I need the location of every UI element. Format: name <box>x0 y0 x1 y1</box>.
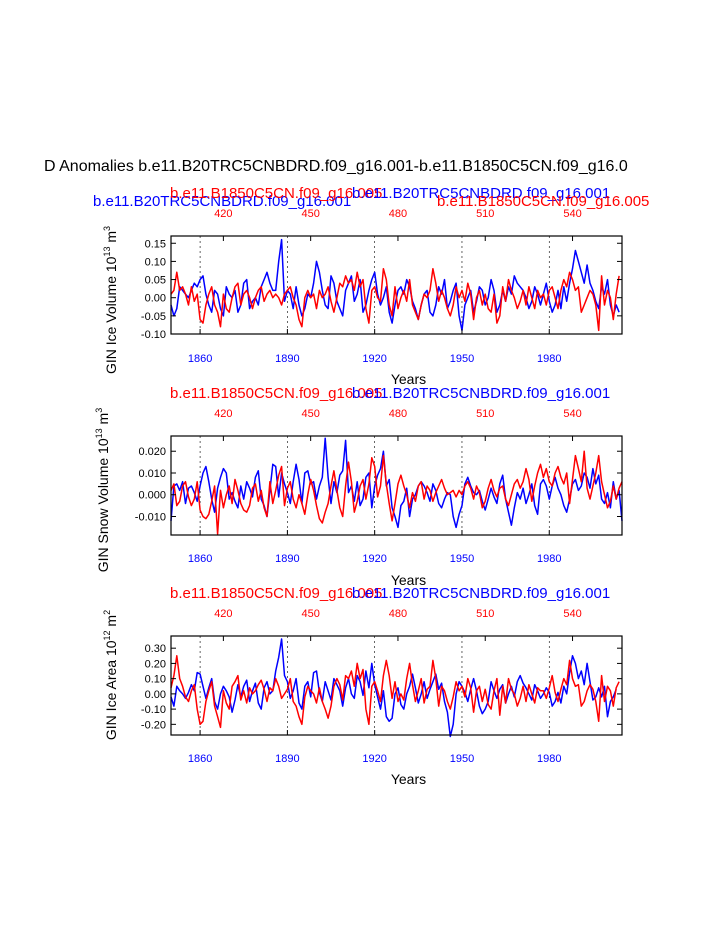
ice-volume-xlabel: Years <box>391 371 426 387</box>
ice-area-ytick-label: -0.20 <box>141 719 166 731</box>
ice-area-ytick-label: 0.00 <box>145 689 166 701</box>
ice-volume-ytick-label: 0.05 <box>145 275 166 287</box>
ice-volume-xtick-label-top: 420 <box>214 208 232 220</box>
ice-volume-xtick-label-top: 510 <box>476 208 494 220</box>
ice-area-blue-title: b.e11.B20TRC5CNBDRD.f09_g16.001 <box>352 585 610 602</box>
ice-volume-ytick-label: -0.10 <box>141 329 166 341</box>
snow-volume-xtick-label-bottom: 1950 <box>450 553 474 565</box>
ice-area-red-title: b.e11.B1850C5CN.f09_g16.005 <box>170 585 382 602</box>
snow-volume-panel: b.e11.B1850C5CN.f09_g16.005 b.e11.B20TRC… <box>94 385 623 588</box>
snow-volume-xlabel: Years <box>391 572 426 588</box>
snow-volume-xtick-label-bottom: 1920 <box>362 553 386 565</box>
ice-volume-ytick-label: 0.10 <box>145 256 166 268</box>
snow-volume-xtick-label-top: 540 <box>563 408 581 420</box>
ice-area-xtick-label-top: 450 <box>301 608 319 620</box>
snow-volume-xtick-label-top: 420 <box>214 408 232 420</box>
ice-volume-xtick-label-top: 450 <box>301 208 319 220</box>
snow-volume-ylabel: GIN Snow Volume 1013 m3 <box>94 408 111 572</box>
ice-area-xtick-label-top: 510 <box>476 608 494 620</box>
ice-volume-xtick-label-top: 480 <box>389 208 407 220</box>
snow-volume-xtick-label-bottom: 1890 <box>275 553 299 565</box>
snow-volume-ytick-label: 0.020 <box>138 446 166 458</box>
snow-volume-red-title: b.e11.B1850C5CN.f09_g16.005 <box>170 385 382 402</box>
snow-volume-blue-title: b.e11.B20TRC5CNBDRD.f09_g16.001 <box>352 385 610 402</box>
ice-volume-xtick-label-bottom: 1920 <box>362 353 386 365</box>
legend-red-series-overlap: b.e11.B1850C5CN.f09_g16.005 <box>170 185 382 202</box>
ice-area-xtick-label-bottom: 1860 <box>188 753 212 765</box>
page-title: D Anomalies b.e11.B20TRC5CNBDRD.f09_g16.… <box>44 158 628 175</box>
ice-area-xtick-label-bottom: 1980 <box>537 753 561 765</box>
ice-area-panel: b.e11.B1850C5CN.f09_g16.005 b.e11.B20TRC… <box>102 585 623 787</box>
snow-volume-ytick-label: -0.010 <box>135 512 166 524</box>
ice-volume-red-series-line <box>170 267 620 332</box>
ice-area-xlabel: Years <box>391 771 426 787</box>
ice-area-xtick-label-bottom: 1950 <box>450 753 474 765</box>
snow-volume-xtick-label-bottom: 1980 <box>537 553 561 565</box>
legend-blue-series: b.e11.B20TRC5CNBDRD.f09_g16.001 <box>93 193 351 210</box>
snow-volume-xtick-label-bottom: 1860 <box>188 553 212 565</box>
ice-volume-xtick-label-bottom: 1890 <box>275 353 299 365</box>
ice-area-ytick-label: 0.30 <box>145 643 166 655</box>
ice-volume-ytick-label: 0.00 <box>145 293 166 305</box>
snow-volume-red-series-line <box>170 450 623 535</box>
snow-volume-xtick-label-top: 450 <box>301 408 319 420</box>
ice-volume-xtick-label-top: 540 <box>563 208 581 220</box>
ice-area-xtick-label-top: 420 <box>214 608 232 620</box>
snow-volume-ytick-label: 0.010 <box>138 468 166 480</box>
snow-volume-blue-series-line <box>170 437 623 529</box>
ice-volume-xtick-label-bottom: 1980 <box>537 353 561 365</box>
ice-volume-ylabel: GIN Ice Volume 1013 m3 <box>102 226 119 374</box>
ice-volume-plot-frame <box>170 235 623 335</box>
ice-volume-xtick-label-bottom: 1860 <box>188 353 212 365</box>
ice-area-ytick-label: 0.20 <box>145 658 166 670</box>
ice-area-xtick-label-top: 480 <box>389 608 407 620</box>
ice-area-red-series-line <box>170 655 620 729</box>
ice-volume-blue-series-line <box>170 238 620 332</box>
ice-volume-xtick-label-bottom: 1950 <box>450 353 474 365</box>
ice-volume-ytick-label: 0.15 <box>145 238 166 250</box>
ice-area-xtick-label-top: 540 <box>563 608 581 620</box>
ice-area-ylabel: GIN Ice Area 1012 m2 <box>102 610 119 740</box>
ice-area-ytick-label: 0.10 <box>145 674 166 686</box>
ice-area-blue-series-line <box>170 638 617 738</box>
legend-blue-series-overlap: b.e11.B20TRC5CNBDRD.f09_g16.001 <box>352 185 610 202</box>
ice-area-xtick-label-bottom: 1920 <box>362 753 386 765</box>
ice-area-ytick-label: -0.10 <box>141 704 166 716</box>
ice-volume-ytick-label: -0.05 <box>141 311 166 323</box>
snow-volume-xtick-label-top: 480 <box>389 408 407 420</box>
ice-volume-panel: -0.10 -0.05 0.00 0.05 0.10 0.15 1860 1890 1920 19… <box>102 208 623 387</box>
ice-area-xtick-label-bottom: 1890 <box>275 753 299 765</box>
top-legend: b.e11.B20TRC5CNBDRD.f09_g16.001 b.e11.B1… <box>93 185 649 210</box>
snow-volume-plot-frame <box>170 435 623 536</box>
legend-red-series: b.e11.B1850C5CN.f09_g16.005 <box>437 193 649 210</box>
ice-area-plot-frame <box>170 635 623 736</box>
snow-volume-xtick-label-top: 510 <box>476 408 494 420</box>
snow-volume-ytick-label: 0.000 <box>138 490 166 502</box>
